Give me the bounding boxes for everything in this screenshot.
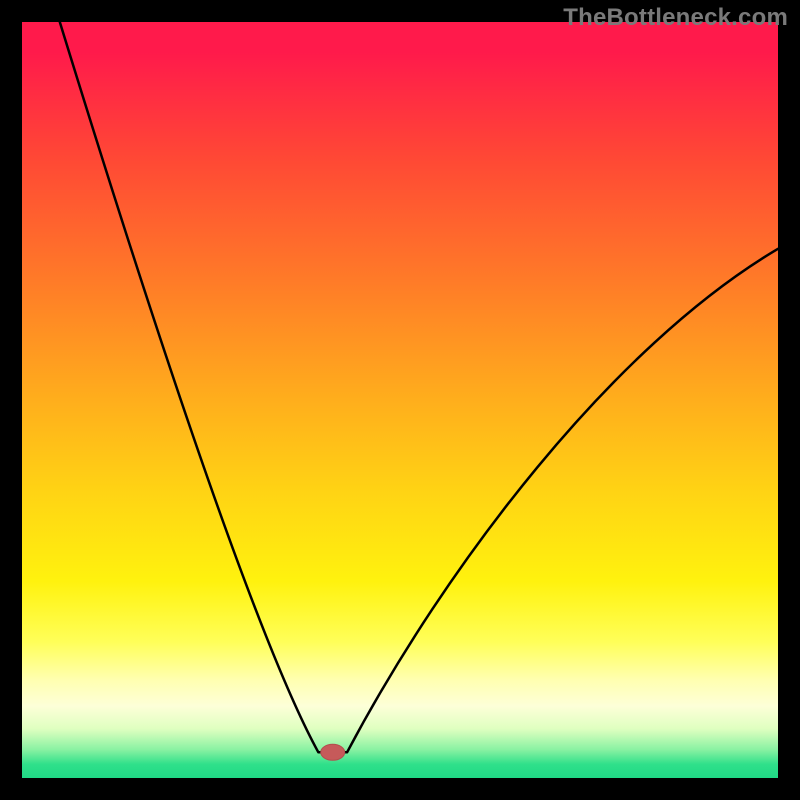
watermark-text: TheBottleneck.com — [563, 4, 788, 32]
bottleneck-chart — [0, 0, 800, 800]
chart-container: TheBottleneck.com — [0, 0, 800, 800]
optimal-point-marker — [321, 744, 345, 760]
plot-background — [22, 22, 778, 778]
